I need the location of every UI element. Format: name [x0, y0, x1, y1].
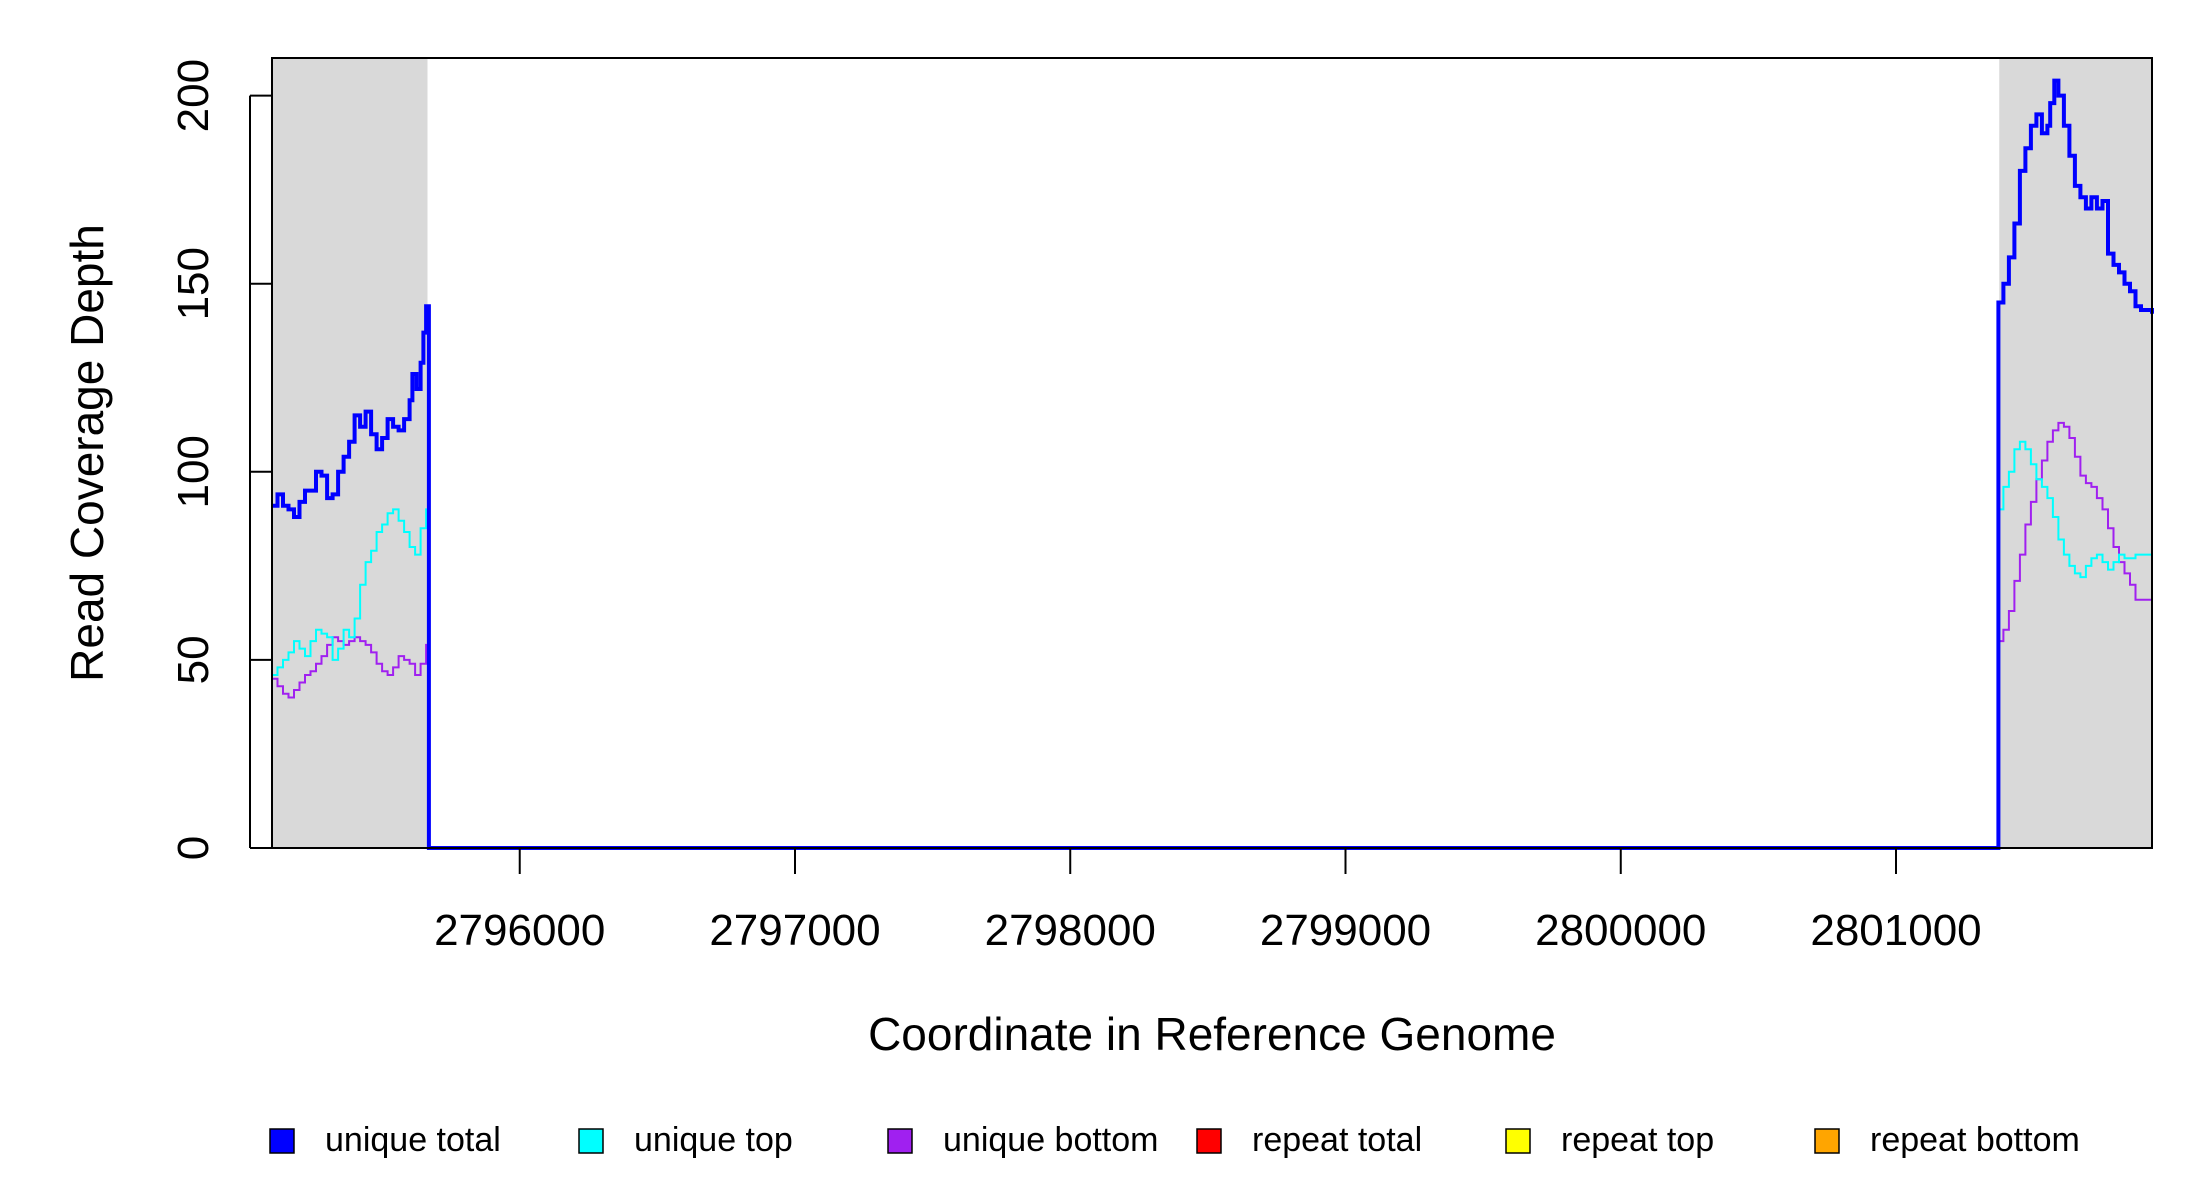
legend-item-repeat-top: repeat top [1505, 1121, 1714, 1159]
series-line-unique-top [272, 440, 2153, 849]
series-line-unique-total [272, 78, 2154, 850]
y-axis-title: Read Coverage Depth [61, 224, 113, 682]
y-tick-label-50: 50 [169, 635, 218, 684]
x-axis-title: Coordinate in Reference Genome [868, 1008, 1556, 1060]
legend-label-repeat-total: repeat total [1252, 1121, 1422, 1159]
y-tick-label-100: 100 [169, 435, 218, 508]
x-tick-label-2798000: 2798000 [985, 906, 1156, 955]
legend-item-unique-total: unique total [269, 1121, 501, 1159]
legend-label-repeat-bottom: repeat bottom [1870, 1121, 2080, 1159]
legend-item-unique-top: unique top [578, 1121, 793, 1159]
x-tick-label-2800000: 2800000 [1535, 906, 1706, 955]
legend-item-repeat-total: repeat total [1196, 1121, 1422, 1159]
legend-swatch-repeat-bottom [1814, 1128, 1840, 1154]
x-axis: 2796000 2797000 2798000 2799000 2800000 28010… [434, 847, 1982, 955]
series-lines [272, 78, 2154, 850]
y-tick-label-200: 200 [169, 59, 218, 132]
y-axis: 0 50 100 150 200 [169, 59, 272, 860]
legend-swatch-repeat-total [1196, 1128, 1222, 1154]
x-tick-label-2801000: 2801000 [1810, 906, 1981, 955]
legend-label-unique-bottom: unique bottom [943, 1121, 1159, 1159]
legend-label-repeat-top: repeat top [1561, 1121, 1714, 1159]
legend-item-unique-bottom: unique bottom [887, 1121, 1159, 1159]
x-tick-label-2799000: 2799000 [1260, 906, 1431, 955]
legend-swatch-unique-top [578, 1128, 604, 1154]
legend-swatch-unique-bottom [887, 1128, 913, 1154]
x-tick-label-2796000: 2796000 [434, 906, 605, 955]
plot-frame [271, 57, 2153, 849]
shaded-regions [272, 58, 2152, 848]
legend-swatch-repeat-top [1505, 1128, 1531, 1154]
legend: unique total unique top unique bottom repea… [269, 1121, 2080, 1159]
series-line-unique-bottom [272, 421, 2153, 849]
x-tick-label-2797000: 2797000 [709, 906, 880, 955]
legend-item-repeat-bottom: repeat bottom [1814, 1121, 2080, 1159]
legend-swatch-unique-total [269, 1128, 295, 1154]
legend-label-unique-total: unique total [325, 1121, 501, 1159]
y-tick-label-150: 150 [169, 247, 218, 320]
legend-label-unique-top: unique top [634, 1121, 793, 1159]
y-tick-label-0: 0 [169, 836, 218, 860]
